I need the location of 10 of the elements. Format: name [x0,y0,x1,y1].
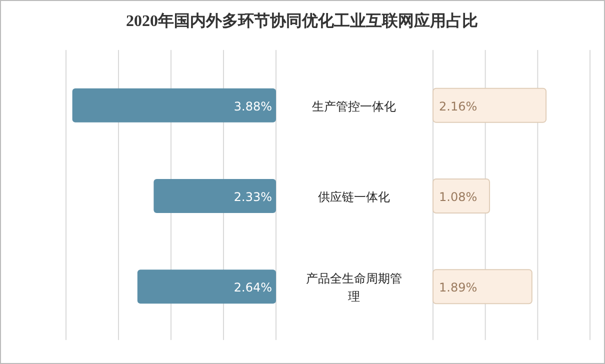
data-label: 2.33% [234,190,272,204]
chart-title: 2020年国内外多环节协同优化工业互联网应用占比 [126,11,478,30]
y-tick-label: 供应链一体化 [318,190,390,204]
data-label: 1.08% [439,190,478,204]
y-tick-label: 产品全生命周期管理 [306,272,402,304]
data-label: 2.64% [234,280,272,295]
y-tick-label: 生产管控一体化 [312,99,396,114]
data-label: 3.88% [234,99,272,114]
data-label: 1.89% [439,280,478,295]
data-label: 2.16% [439,99,478,114]
